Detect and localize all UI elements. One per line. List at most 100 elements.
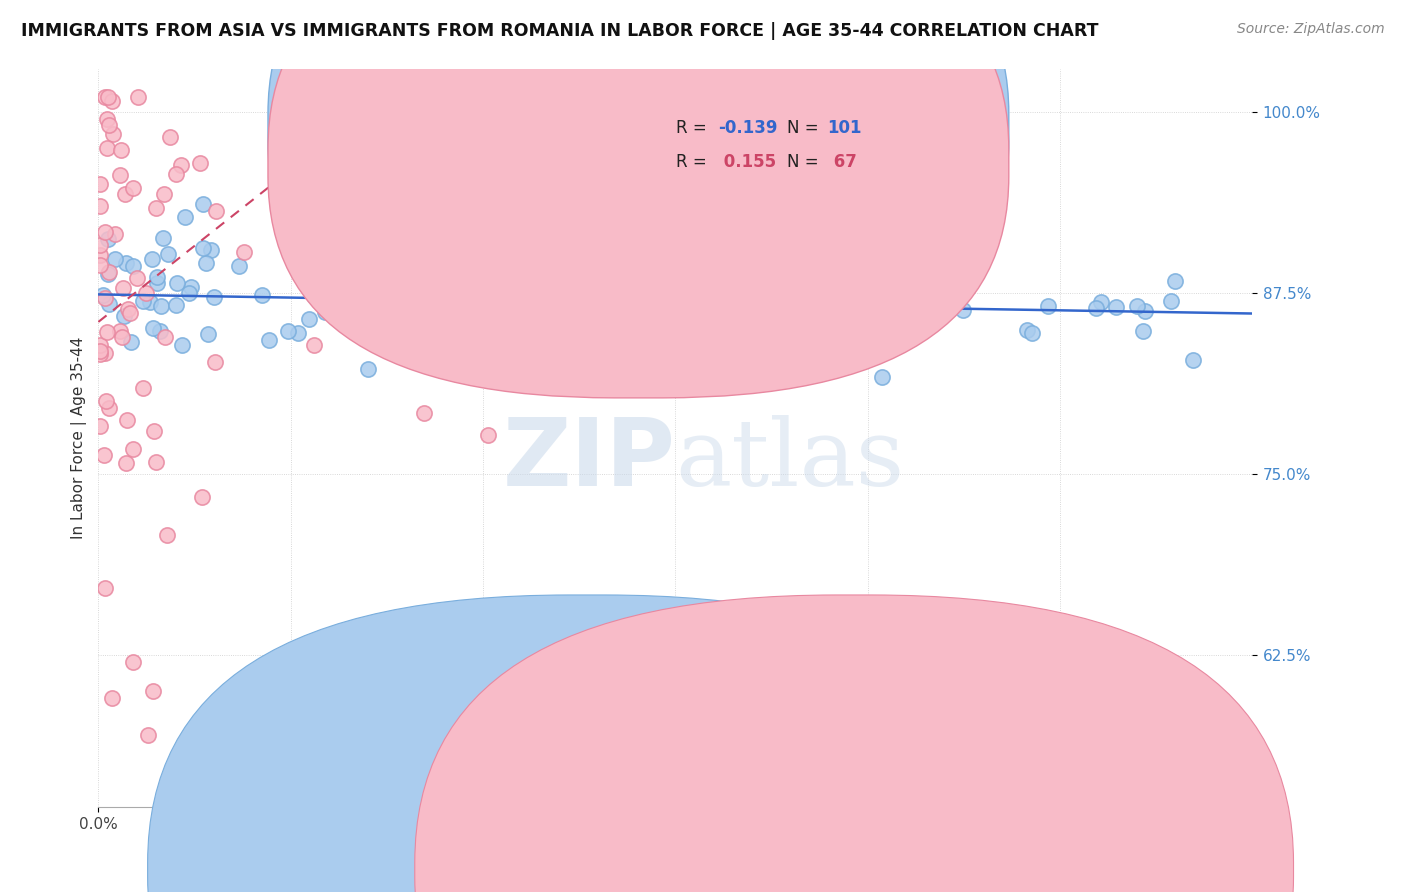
Point [952,302,974,317]
Point [96,141,118,155]
Point [104,252,127,266]
Point [756,306,779,320]
Point [1160,294,1182,309]
Point [200,243,222,257]
Point [325,297,347,311]
Point [298,312,321,326]
Text: atlas: atlas [675,415,904,505]
Point [1181,352,1204,367]
Point [522,290,544,304]
Y-axis label: In Labor Force | Age 35-44: In Labor Force | Age 35-44 [72,336,87,539]
Point [97,118,120,132]
Point [111,330,134,344]
Point [89,343,111,358]
Text: -0.139: -0.139 [718,119,778,136]
Point [145,455,167,469]
Point [132,293,155,308]
Point [409,317,432,331]
Text: N =: N = [787,153,824,171]
Point [146,276,169,290]
Point [94,291,117,305]
Point [121,442,143,456]
Point [142,684,165,698]
Point [177,285,200,300]
Point [165,298,187,312]
Point [98,401,121,415]
Point [591,281,613,295]
Point [302,289,325,303]
Point [1126,299,1149,313]
Point [114,186,136,201]
Point [98,265,121,279]
Point [125,270,148,285]
Point [89,337,111,351]
Point [121,181,143,195]
Point [650,246,672,260]
Point [89,238,111,252]
Point [122,259,145,273]
Point [477,427,499,442]
Text: 67: 67 [828,153,856,171]
Point [492,272,515,286]
Point [1084,301,1107,315]
Point [524,299,547,313]
Point [89,258,111,272]
Point [880,180,903,194]
Point [374,338,396,352]
Point [318,286,340,301]
Point [97,90,120,104]
Point [870,370,893,384]
Point [89,418,111,433]
Point [97,297,120,311]
Point [145,201,167,215]
Point [700,170,723,185]
Point [142,321,165,335]
Point [1021,326,1043,340]
Text: Source: ZipAtlas.com: Source: ZipAtlas.com [1237,22,1385,37]
Point [314,305,336,319]
Point [101,94,124,108]
Point [108,324,131,338]
Text: Immigrants from Romania: Immigrants from Romania [876,863,1076,877]
Text: 0.155: 0.155 [718,153,776,171]
Point [89,248,111,262]
Point [271,215,294,229]
Point [172,338,194,352]
Point [149,324,172,338]
Point [301,242,323,256]
Point [132,381,155,395]
Point [96,325,118,339]
Point [165,167,187,181]
Point [96,112,118,127]
Point [193,197,215,211]
Point [111,280,134,294]
Point [343,237,366,252]
Point [605,252,627,266]
Point [188,156,211,170]
Point [330,250,353,264]
Point [844,344,866,359]
Point [596,322,619,336]
Point [277,324,299,338]
Point [110,144,132,158]
Point [89,177,111,191]
Point [191,490,214,504]
Point [89,347,111,361]
Point [302,338,325,352]
Point [1105,301,1128,315]
Point [93,448,115,462]
Point [117,301,139,316]
Point [314,277,336,292]
Point [101,691,124,706]
Point [104,227,127,241]
Text: 101: 101 [828,119,862,136]
Point [93,346,115,360]
Text: Immigrants from Asia: Immigrants from Asia [609,863,773,877]
Point [394,303,416,318]
Point [180,280,202,294]
FancyBboxPatch shape [269,0,1008,363]
Point [156,528,179,542]
Point [343,316,366,330]
Point [159,130,181,145]
Point [205,203,228,218]
